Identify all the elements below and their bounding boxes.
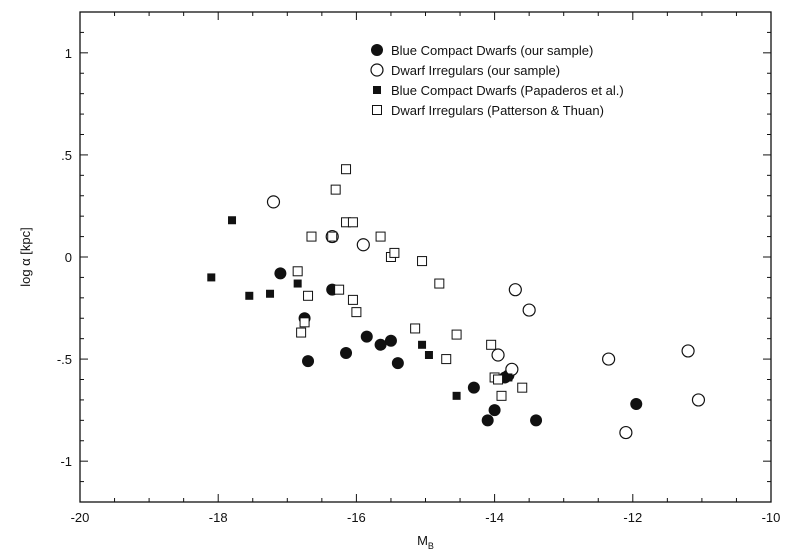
dirr-patterson-thuan-point <box>299 317 310 328</box>
dirr-patterson-thuan-point <box>451 329 462 340</box>
data-points <box>207 164 706 440</box>
dirr-patterson-thuan-point <box>493 374 504 385</box>
bcd-our-sample-point <box>488 404 501 417</box>
legend-marker <box>371 44 383 56</box>
bcd-our-sample-point <box>481 414 494 427</box>
dirr-patterson-thuan-point <box>347 217 358 228</box>
dirr-patterson-thuan-point <box>517 382 528 393</box>
bcd-our-sample-point <box>340 346 353 359</box>
axis-ticks <box>79 11 772 503</box>
legend-marker <box>373 86 381 94</box>
axis-tick-labels: -20 -18 -16 -14 -12 -10 -1 -.5 0 .5 1 <box>57 46 781 525</box>
legend-label: Blue Compact Dwarfs (Papaderos et al.) <box>391 83 624 98</box>
legend-marker <box>372 105 382 115</box>
x-tick-label: -14 <box>485 510 504 525</box>
dirr-patterson-thuan-point <box>341 164 352 175</box>
bcd-papaderos-point <box>504 373 513 382</box>
dirr-patterson-thuan-point <box>292 266 303 277</box>
bcd-papaderos-point <box>424 351 433 359</box>
bcd-our-sample-point <box>384 334 397 347</box>
legend-label: Blue Compact Dwarfs (our sample) <box>391 43 593 58</box>
dirr-patterson-thuan-point <box>434 278 445 289</box>
dirr-our-sample-point <box>522 303 536 317</box>
dirr-patterson-thuan-point <box>410 323 421 334</box>
y-tick-label: .5 <box>61 148 72 163</box>
bcd-papaderos-point <box>266 289 275 298</box>
legend: Blue Compact Dwarfs (our sample) Dwarf Ir… <box>370 43 624 118</box>
bcd-our-sample-point <box>467 381 480 394</box>
bcd-our-sample-point <box>374 338 387 351</box>
dirr-patterson-thuan-point <box>496 390 507 401</box>
dirr-our-sample-point <box>491 348 505 362</box>
bcd-our-sample-point <box>630 398 643 410</box>
dirr-patterson-thuan-point <box>375 231 386 242</box>
x-tick-label: -10 <box>762 510 781 525</box>
dirr-patterson-thuan-point <box>417 256 428 267</box>
series-2 <box>266 195 706 440</box>
y-tick-label: 1 <box>65 46 72 61</box>
bcd-our-sample-point <box>391 357 404 370</box>
series-3 <box>207 216 513 400</box>
y-tick-label: -1 <box>60 454 72 469</box>
dirr-patterson-thuan-point <box>296 327 307 338</box>
dirr-patterson-thuan-point <box>486 339 497 350</box>
bcd-our-sample-point <box>360 330 373 343</box>
dirr-our-sample-point <box>266 195 281 209</box>
dirr-patterson-thuan-point <box>306 231 317 242</box>
dirr-our-sample-point <box>508 283 522 297</box>
dirr-our-sample-point <box>619 425 633 440</box>
dirr-patterson-thuan-point <box>441 354 452 365</box>
dirr-patterson-thuan-point <box>351 307 362 318</box>
dirr-patterson-thuan-point <box>347 294 358 305</box>
dirr-patterson-thuan-point <box>389 247 400 258</box>
x-tick-label: -20 <box>71 510 90 525</box>
y-tick-label: 0 <box>65 250 72 265</box>
dirr-patterson-thuan-point <box>334 284 345 295</box>
bcd-papaderos-point <box>452 391 461 400</box>
dirr-our-sample-point <box>356 238 370 252</box>
bcd-papaderos-point <box>228 216 237 225</box>
x-axis-title-main: M <box>417 533 428 548</box>
dirr-our-sample-point <box>691 393 706 407</box>
bcd-papaderos-point <box>207 273 216 282</box>
x-tick-label: -16 <box>347 510 366 525</box>
bcd-papaderos-point <box>293 279 302 288</box>
dirr-patterson-thuan-point <box>327 231 338 242</box>
x-axis-title-subscript: B <box>428 541 434 551</box>
dirr-our-sample-point <box>681 344 695 358</box>
bcd-our-sample-point <box>274 267 287 280</box>
bcd-papaderos-point <box>245 291 254 300</box>
x-axis-title: MB <box>417 533 434 551</box>
dirr-patterson-thuan-point <box>303 290 314 301</box>
series-1 <box>274 267 643 427</box>
bcd-our-sample-point <box>302 355 315 368</box>
legend-marker <box>370 63 384 77</box>
bcd-papaderos-point <box>418 340 427 349</box>
legend-label: Dwarf Irregulars (Patterson & Thuan) <box>391 103 604 118</box>
dirr-patterson-thuan-point <box>330 184 341 195</box>
y-axis-title: log α [kpc] <box>18 227 33 287</box>
legend-label: Dwarf Irregulars (our sample) <box>391 63 560 78</box>
bcd-our-sample-point <box>530 414 543 427</box>
dirr-our-sample-point <box>602 352 616 366</box>
x-tick-label: -18 <box>209 510 228 525</box>
y-tick-label: -.5 <box>57 352 72 367</box>
series-4 <box>292 164 528 401</box>
x-tick-label: -12 <box>623 510 642 525</box>
